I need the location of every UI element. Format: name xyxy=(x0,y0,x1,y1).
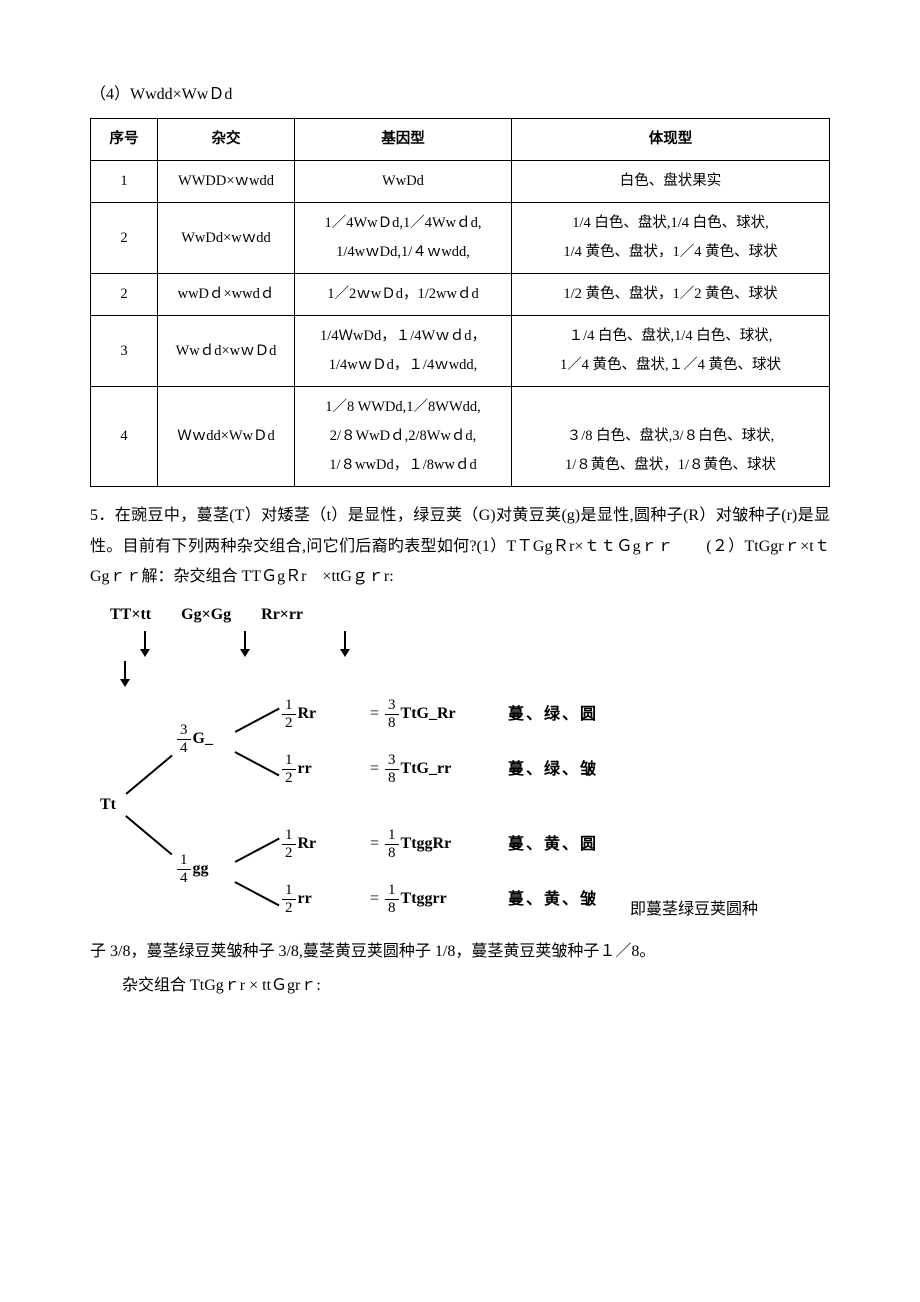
branch-rr: 12rr xyxy=(280,753,312,786)
cross-3: Rr×rr xyxy=(261,603,303,627)
arrow-down-icon xyxy=(340,631,350,657)
col-header-index: 序号 xyxy=(91,119,158,161)
phenotype-cn: 蔓、绿、皱 xyxy=(508,758,598,782)
table-row: 4Ｗｗdd×WwＤd1／8 WWDd,1／8WWdd,2/８WwDｄ,2/8Ww… xyxy=(91,387,830,487)
phenotype-cn: 蔓、黄、圆 xyxy=(508,833,598,857)
branch-diagram: TT×tt Gg×Gg Rr×rr Tt 34G_ 14gg 12Rr 12rr… xyxy=(90,603,830,933)
table-cell: １/4 白色、盘状,1/4 白色、球状,1／4 黄色、盘状,１／4 黄色、球状 xyxy=(512,316,830,387)
phenotype-cn: 蔓、绿、圆 xyxy=(508,703,598,727)
table-row: 3Wwｄd×wｗＤd1/4ＷwDd，１/4Wｗｄd，1/4wｗＤd，１/4ｗwd… xyxy=(91,316,830,387)
result-row: = 18TtggRr xyxy=(370,828,451,861)
cross-1: TT×tt xyxy=(110,603,151,627)
table-cell: 4 xyxy=(91,387,158,487)
col-header-genotype: 基因型 xyxy=(295,119,512,161)
arrow-down-icon xyxy=(140,631,150,657)
table-cell: wwDｄ×wwdｄ xyxy=(158,274,295,316)
result-row: = 38TtG_rr xyxy=(370,753,451,786)
table-cell: 1/4ＷwDd，１/4Wｗｄd，1/4wｗＤd，１/4ｗwdd, xyxy=(295,316,512,387)
branch-rr: 12rr xyxy=(280,883,312,916)
cross-2: Gg×Gg xyxy=(181,603,231,627)
result-row: = 38TtG_Rr xyxy=(370,698,456,731)
branch-line xyxy=(235,707,280,732)
table-cell: 1／2ｗwＤd，1/2wwｄd xyxy=(295,274,512,316)
table-cell: 1/4 白色、盘状,1/4 白色、球状,1/4 黄色、盘状，1／4 黄色、球状 xyxy=(512,203,830,274)
table-cell: WwDd×wｗdd xyxy=(158,203,295,274)
arrow-down-icon xyxy=(120,661,130,677)
table-row: 1WWDD×ｗwddWwDd白色、盘状果实 xyxy=(91,161,830,203)
arrow-down-icon xyxy=(240,631,250,657)
table-cell: 白色、盘状果实 xyxy=(512,161,830,203)
answer-continuation: 子 3/8，蔓茎绿豆荚皱种子 3/8,蔓茎黄豆荚圆种子 1/8，蔓茎黄豆荚皱种子… xyxy=(90,937,830,967)
branch-line xyxy=(126,754,173,794)
heading-text: （4）Wwdd×WwＤd xyxy=(90,80,830,110)
table-header-row: 序号 杂交 基因型 体现型 xyxy=(91,119,830,161)
table-row: 2WwDd×wｗdd1／4WwＤd,1／4Wwｄd,1/4wｗDd,1/４ｗwd… xyxy=(91,203,830,274)
branch-rr: 12Rr xyxy=(280,828,316,861)
phenotype-cn: 蔓、黄、皱 xyxy=(508,888,598,912)
table-cell: 1/2 黄色、盘状，1／2 黄色、球状 xyxy=(512,274,830,316)
branch-line xyxy=(235,837,280,862)
tt-result: Tt xyxy=(100,793,116,817)
col-header-phenotype: 体现型 xyxy=(512,119,830,161)
table-cell: 1／4WwＤd,1／4Wwｄd,1/4wｗDd,1/４ｗwdd, xyxy=(295,203,512,274)
branch-line xyxy=(126,815,173,855)
second-cross-intro: 杂交组合 TtGgｒr × ttＧgrｒ: xyxy=(90,971,830,1001)
table-cell: Wwｄd×wｗＤd xyxy=(158,316,295,387)
table-row: 2wwDｄ×wwdｄ1／2ｗwＤd，1/2wwｄd1/2 黄色、盘状，1／2 黄… xyxy=(91,274,830,316)
table-cell: 3 xyxy=(91,316,158,387)
table-cell: 2 xyxy=(91,203,158,274)
table-cell: ３/8 白色、盘状,3/８白色、球状,1/８黄色、盘状，1/８黄色、球状 xyxy=(512,387,830,487)
table-cell: WwDd xyxy=(295,161,512,203)
table-cell: 1 xyxy=(91,161,158,203)
branch-rr: 12Rr xyxy=(280,698,316,731)
table-cell: Ｗｗdd×WwＤd xyxy=(158,387,295,487)
branch-g14: 14gg xyxy=(175,853,209,886)
result-row: = 18Ttggrr xyxy=(370,883,447,916)
table-cell: 2 xyxy=(91,274,158,316)
table-cell: WWDD×ｗwdd xyxy=(158,161,295,203)
col-header-cross: 杂交 xyxy=(158,119,295,161)
table-cell: 1／8 WWDd,1／8WWdd,2/８WwDｄ,2/8Wwｄd,1/８wwDd… xyxy=(295,387,512,487)
trail-text: 即蔓茎绿豆荚圆种 xyxy=(630,898,758,922)
branch-line xyxy=(235,881,280,906)
question-5-text: 5．在豌豆中，蔓茎(T）对矮茎（t）是显性，绿豆荚（G)对黄豆荚(g)是显性,圆… xyxy=(90,501,830,592)
branch-line xyxy=(235,751,280,776)
branch-g34: 34G_ xyxy=(175,723,213,756)
genetics-table: 序号 杂交 基因型 体现型 1WWDD×ｗwddWwDd白色、盘状果实2WwDd… xyxy=(90,118,830,487)
